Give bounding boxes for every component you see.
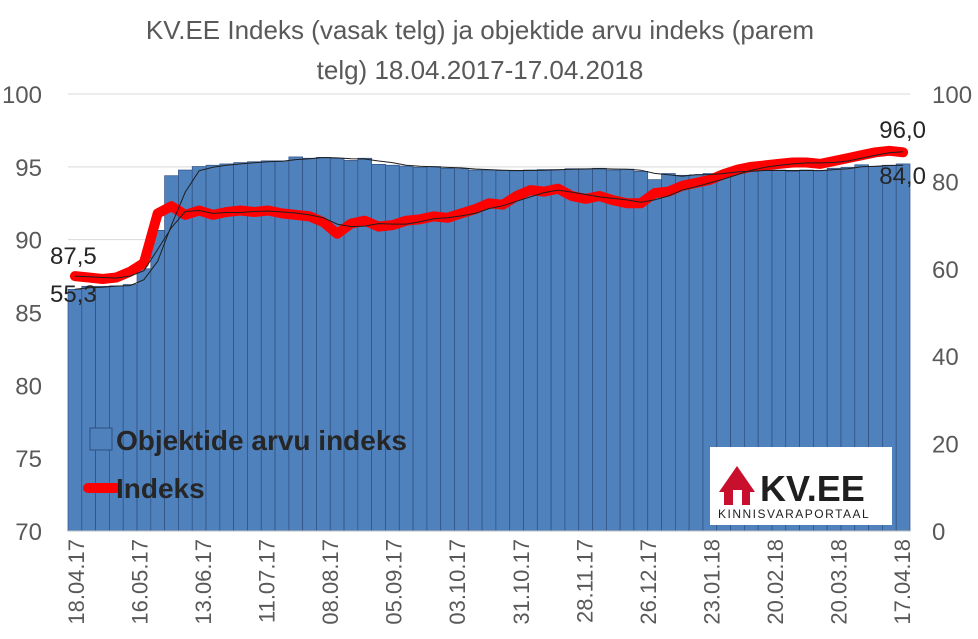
first-bar-label: 55,3 xyxy=(50,281,97,308)
bar xyxy=(329,157,345,532)
bar xyxy=(661,173,676,532)
legend: Objektide arvu indeks Indeks xyxy=(83,425,407,504)
indeks-line xyxy=(69,145,909,284)
legend-bar-swatch xyxy=(89,427,113,451)
bar xyxy=(343,160,359,532)
bar xyxy=(357,157,373,532)
bar xyxy=(67,288,83,532)
left-axis-tick-label: 95 xyxy=(15,155,42,182)
bar xyxy=(509,170,524,532)
legend-bar-label: Objektide arvu indeks xyxy=(116,425,407,456)
bar xyxy=(550,169,566,532)
last-line-label: 96,0 xyxy=(879,117,926,144)
x-axis-tick-label: 26.12.17 xyxy=(636,539,661,625)
house-icon xyxy=(719,466,755,505)
x-axis-tick-label: 03.10.17 xyxy=(445,539,470,625)
logo-text: KV.EE xyxy=(760,468,865,509)
x-axis-tick-label: 20.03.18 xyxy=(827,539,852,625)
bar xyxy=(592,167,607,532)
bar xyxy=(536,169,552,532)
x-axis-tick-label: 23.01.18 xyxy=(699,539,724,625)
left-axis-tick-label: 90 xyxy=(15,228,42,255)
x-axis-tick-label: 11.07.17 xyxy=(255,539,280,623)
left-axis-tick-label: 100 xyxy=(2,82,42,109)
bar xyxy=(633,170,649,532)
left-axis-tick-label: 80 xyxy=(15,373,42,400)
right-axis-tick-label: 0 xyxy=(932,519,945,546)
bar xyxy=(316,157,331,532)
bar xyxy=(219,163,234,532)
logo-subtitle: KINNISVARAPORTAAL xyxy=(718,507,870,521)
x-axis-tick-label: 16.05.17 xyxy=(128,539,153,625)
objektide-trendline xyxy=(74,156,904,290)
bar xyxy=(467,169,483,532)
x-axis-tick-label: 05.09.17 xyxy=(382,539,407,625)
lines xyxy=(69,145,909,290)
x-axis-tick-label: 13.06.17 xyxy=(191,539,216,625)
right-axis-tick-label: 100 xyxy=(932,82,972,109)
bar xyxy=(95,285,110,532)
x-axis-tick-label: 17.04.18 xyxy=(890,539,915,625)
bar xyxy=(205,164,221,532)
x-axis-tick-label: 31.10.17 xyxy=(509,539,534,625)
bar xyxy=(674,174,690,532)
first-line-label: 87,5 xyxy=(50,243,97,270)
bar xyxy=(233,162,248,532)
x-axis-tick-label: 18.04.17 xyxy=(64,539,89,625)
chart-title-line-1: KV.EE Indeks (vasak telg) ja objektide a… xyxy=(145,15,815,45)
bar xyxy=(647,179,662,532)
last-bar-label: 84,0 xyxy=(879,163,926,190)
right-axis-tick-label: 60 xyxy=(932,257,959,284)
left-axis-tick-label: 70 xyxy=(15,519,42,546)
left-axis-tick-label: 75 xyxy=(15,446,42,473)
bar xyxy=(578,168,593,532)
bar xyxy=(495,170,511,532)
bar xyxy=(247,161,262,532)
bar xyxy=(81,285,96,532)
bar xyxy=(605,169,621,532)
x-axis-tick-label: 08.08.17 xyxy=(318,539,343,625)
x-axis-tick-label: 20.02.18 xyxy=(763,539,788,625)
bar xyxy=(564,168,580,532)
right-axis-tick-label: 80 xyxy=(932,169,959,196)
bar xyxy=(688,174,704,532)
x-axis-tick-label: 28.11.17 xyxy=(572,539,597,623)
chart-title-line-2: telg) 18.04.2017-17.04.2018 xyxy=(316,55,644,85)
left-axis-tick-label: 85 xyxy=(15,301,42,328)
bar xyxy=(619,168,635,532)
data-labels: 87,5 55,3 96,0 84,0 xyxy=(50,117,926,308)
house-door-icon xyxy=(733,490,742,505)
indeks-trendline xyxy=(74,151,904,279)
right-axis-tick-label: 20 xyxy=(932,432,959,459)
right-axis-tick-label: 40 xyxy=(932,344,959,371)
bar xyxy=(481,169,497,532)
bar xyxy=(895,163,911,532)
bar xyxy=(454,168,469,532)
legend-line-label: Indeks xyxy=(116,473,205,504)
bar xyxy=(523,169,538,532)
axes: 70 75 80 85 90 95 100 0 20 40 60 80 100 18.04.17 16.05… xyxy=(2,82,972,625)
